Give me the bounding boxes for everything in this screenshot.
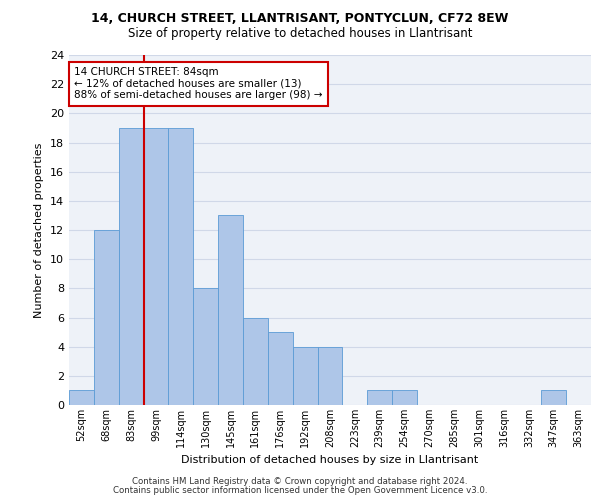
Text: 14, CHURCH STREET, LLANTRISANT, PONTYCLUN, CF72 8EW: 14, CHURCH STREET, LLANTRISANT, PONTYCLU…: [91, 12, 509, 26]
Text: Contains public sector information licensed under the Open Government Licence v3: Contains public sector information licen…: [113, 486, 487, 495]
X-axis label: Distribution of detached houses by size in Llantrisant: Distribution of detached houses by size …: [181, 456, 479, 466]
Text: Size of property relative to detached houses in Llantrisant: Size of property relative to detached ho…: [128, 28, 472, 40]
Bar: [268, 332, 293, 405]
Bar: [169, 128, 193, 405]
Bar: [94, 230, 119, 405]
Text: Contains HM Land Registry data © Crown copyright and database right 2024.: Contains HM Land Registry data © Crown c…: [132, 478, 468, 486]
Bar: [293, 346, 317, 405]
Bar: [119, 128, 143, 405]
Bar: [243, 318, 268, 405]
Bar: [218, 216, 243, 405]
Bar: [317, 346, 343, 405]
Text: 14 CHURCH STREET: 84sqm
← 12% of detached houses are smaller (13)
88% of semi-de: 14 CHURCH STREET: 84sqm ← 12% of detache…: [74, 68, 323, 100]
Bar: [193, 288, 218, 405]
Bar: [541, 390, 566, 405]
Bar: [143, 128, 169, 405]
Bar: [69, 390, 94, 405]
Bar: [367, 390, 392, 405]
Bar: [392, 390, 417, 405]
Y-axis label: Number of detached properties: Number of detached properties: [34, 142, 44, 318]
